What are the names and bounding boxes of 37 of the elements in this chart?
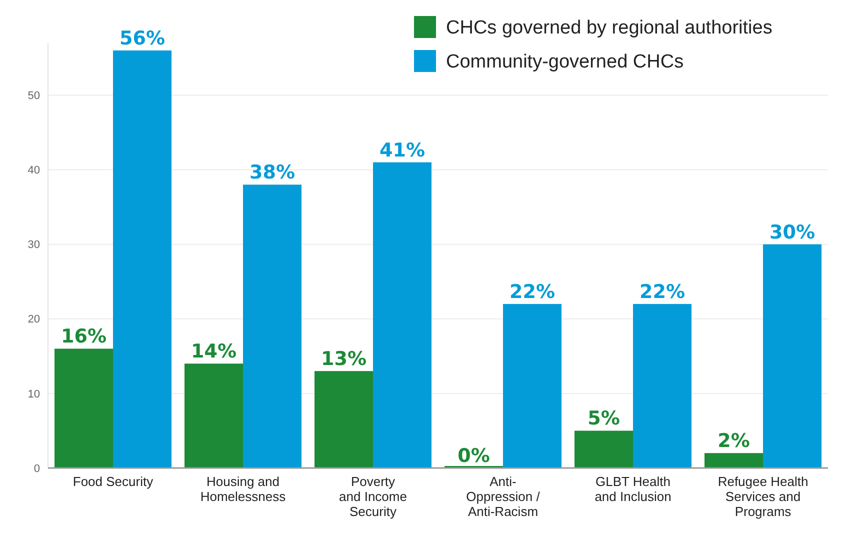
bar (633, 304, 692, 468)
data-label: 41% (380, 139, 425, 162)
x-tick-label: Poverty and Income Security (339, 474, 407, 519)
bar (314, 371, 373, 468)
bar (184, 364, 243, 468)
bar (503, 304, 562, 468)
y-tick-label: 40 (28, 164, 40, 177)
legend-label: Community-governed CHCs (446, 52, 684, 73)
data-label: 22% (510, 280, 555, 303)
y-tick-label: 30 (28, 239, 40, 252)
x-tick-label: Refugee Health Services and Programs (718, 474, 808, 519)
x-tick-label: Anti- Oppression / Anti-Racism (466, 474, 540, 519)
data-label: 13% (321, 348, 366, 370)
x-tick-label: Housing and Homelessness (200, 474, 286, 504)
data-label: 38% (250, 162, 295, 184)
legend-label: CHCs governed by regional authorities (446, 18, 772, 39)
bar (373, 162, 432, 468)
y-tick-label: 10 (28, 388, 40, 400)
bar (574, 430, 633, 468)
y-tick-label: 20 (28, 314, 40, 326)
data-label: 0% (458, 445, 490, 467)
data-label: 22% (640, 280, 685, 303)
x-tick-label: Food Security (72, 474, 154, 489)
data-label: 56% (120, 27, 165, 50)
data-label: 14% (191, 340, 236, 363)
x-tick-label: GLBT Health and Inclusion (594, 474, 672, 504)
bar (54, 348, 113, 468)
data-label: 30% (770, 221, 815, 244)
bar (763, 244, 822, 468)
data-label: 5% (588, 408, 620, 430)
bar (243, 184, 302, 468)
data-label: 2% (718, 430, 750, 452)
bar (704, 453, 763, 468)
y-tick-label: 0 (34, 462, 40, 475)
bar (113, 50, 172, 468)
data-label: 16% (61, 326, 106, 348)
y-tick-label: 50 (28, 90, 40, 102)
